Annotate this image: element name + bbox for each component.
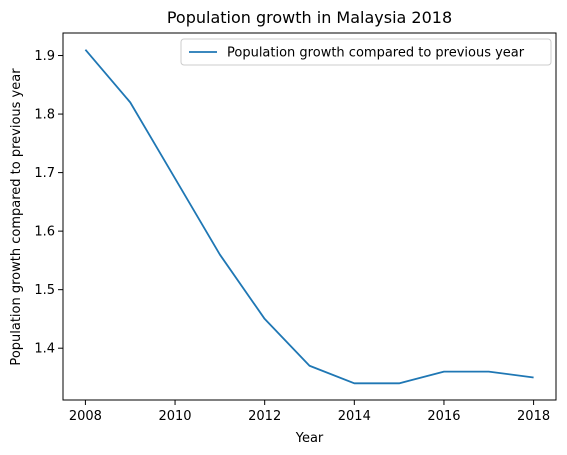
- plot-frame: [62, 32, 557, 401]
- x-tick-label: 2008: [69, 409, 102, 424]
- legend-box: [180, 38, 552, 66]
- y-axis-ticks: 1.4 1.5 1.6 1.7 1.8 1.9: [34, 49, 63, 357]
- y-axis-title: Population growth compared to previous y…: [9, 68, 24, 366]
- x-tick-label: 2018: [517, 409, 550, 424]
- x-tick-label: 2012: [248, 409, 281, 424]
- x-tick-label: 2014: [338, 409, 371, 424]
- y-tick-label: 1.5: [34, 283, 55, 298]
- y-tick-label: 1.8: [34, 108, 55, 123]
- y-tick-label: 1.4: [34, 342, 55, 357]
- y-tick-label: 1.7: [34, 166, 55, 181]
- x-axis-title: Year: [295, 431, 324, 446]
- series-line-0: [84, 49, 534, 385]
- legend-label: Population growth compared to previous y…: [227, 46, 525, 61]
- x-tick-label: 2010: [158, 409, 191, 424]
- chart-title: Population growth in Malaysia 2018: [167, 8, 452, 27]
- y-tick-label: 1.9: [34, 49, 55, 64]
- x-tick-label: 2016: [427, 409, 460, 424]
- legend: Population growth compared to previous y…: [180, 38, 552, 66]
- x-axis-ticks: 2008 2010 2012 2014 2016 2018: [69, 400, 550, 424]
- y-tick-label: 1.6: [34, 225, 55, 240]
- plot-area: [62, 32, 557, 401]
